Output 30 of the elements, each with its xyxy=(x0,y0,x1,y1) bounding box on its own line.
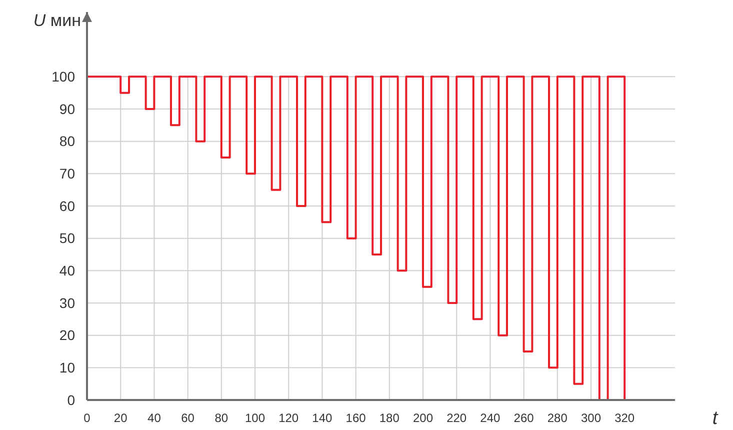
x-tick-label: 180 xyxy=(379,411,400,425)
y-tick-label: 70 xyxy=(59,166,76,182)
x-tick-label: 280 xyxy=(547,411,568,425)
y-tick-label: 40 xyxy=(59,262,76,279)
x-tick-label: 200 xyxy=(412,411,434,425)
y-tick-label: 30 xyxy=(59,294,76,311)
x-tick-label: 0 xyxy=(84,411,91,425)
x-tick-label: 40 xyxy=(148,411,162,425)
y-tick-label: 100 xyxy=(52,68,76,85)
y-tick-label: 80 xyxy=(59,133,76,150)
x-axis-title: t xyxy=(712,408,718,429)
x-tick-label: 120 xyxy=(278,411,299,425)
x-tick-label: 260 xyxy=(514,411,534,425)
y-axis-title: U мин xyxy=(33,11,81,30)
x-tick-label: 300 xyxy=(580,411,602,425)
x-tick-label: 20 xyxy=(114,411,128,425)
y-tick-label: 0 xyxy=(67,392,76,408)
x-tick-label: 320 xyxy=(614,411,635,425)
x-tick-label: 140 xyxy=(312,411,333,425)
x-tick-label: 60 xyxy=(181,411,195,425)
y-tick-label: 20 xyxy=(59,327,76,344)
x-tick-label: 80 xyxy=(214,411,228,425)
y-tick-label: 60 xyxy=(59,198,76,214)
y-tick-label: 50 xyxy=(59,230,76,246)
y-tick-label: 90 xyxy=(59,100,76,117)
x-tick-label: 240 xyxy=(480,411,501,425)
x-tick-label: 100 xyxy=(244,411,266,425)
y-tick-label: 10 xyxy=(59,360,76,376)
x-tick-label: 220 xyxy=(446,411,467,425)
x-tick-label: 160 xyxy=(346,411,366,425)
